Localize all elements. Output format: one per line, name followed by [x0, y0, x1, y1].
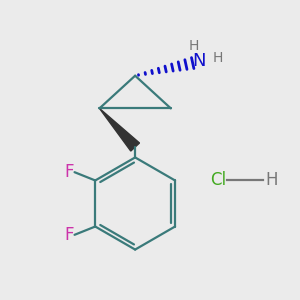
Polygon shape — [100, 108, 140, 151]
Text: F: F — [64, 163, 74, 181]
Text: N: N — [192, 52, 206, 70]
Text: H: H — [188, 39, 199, 53]
Text: F: F — [64, 226, 74, 244]
Text: Cl: Cl — [210, 171, 226, 189]
Text: H: H — [266, 171, 278, 189]
Text: H: H — [212, 51, 223, 65]
